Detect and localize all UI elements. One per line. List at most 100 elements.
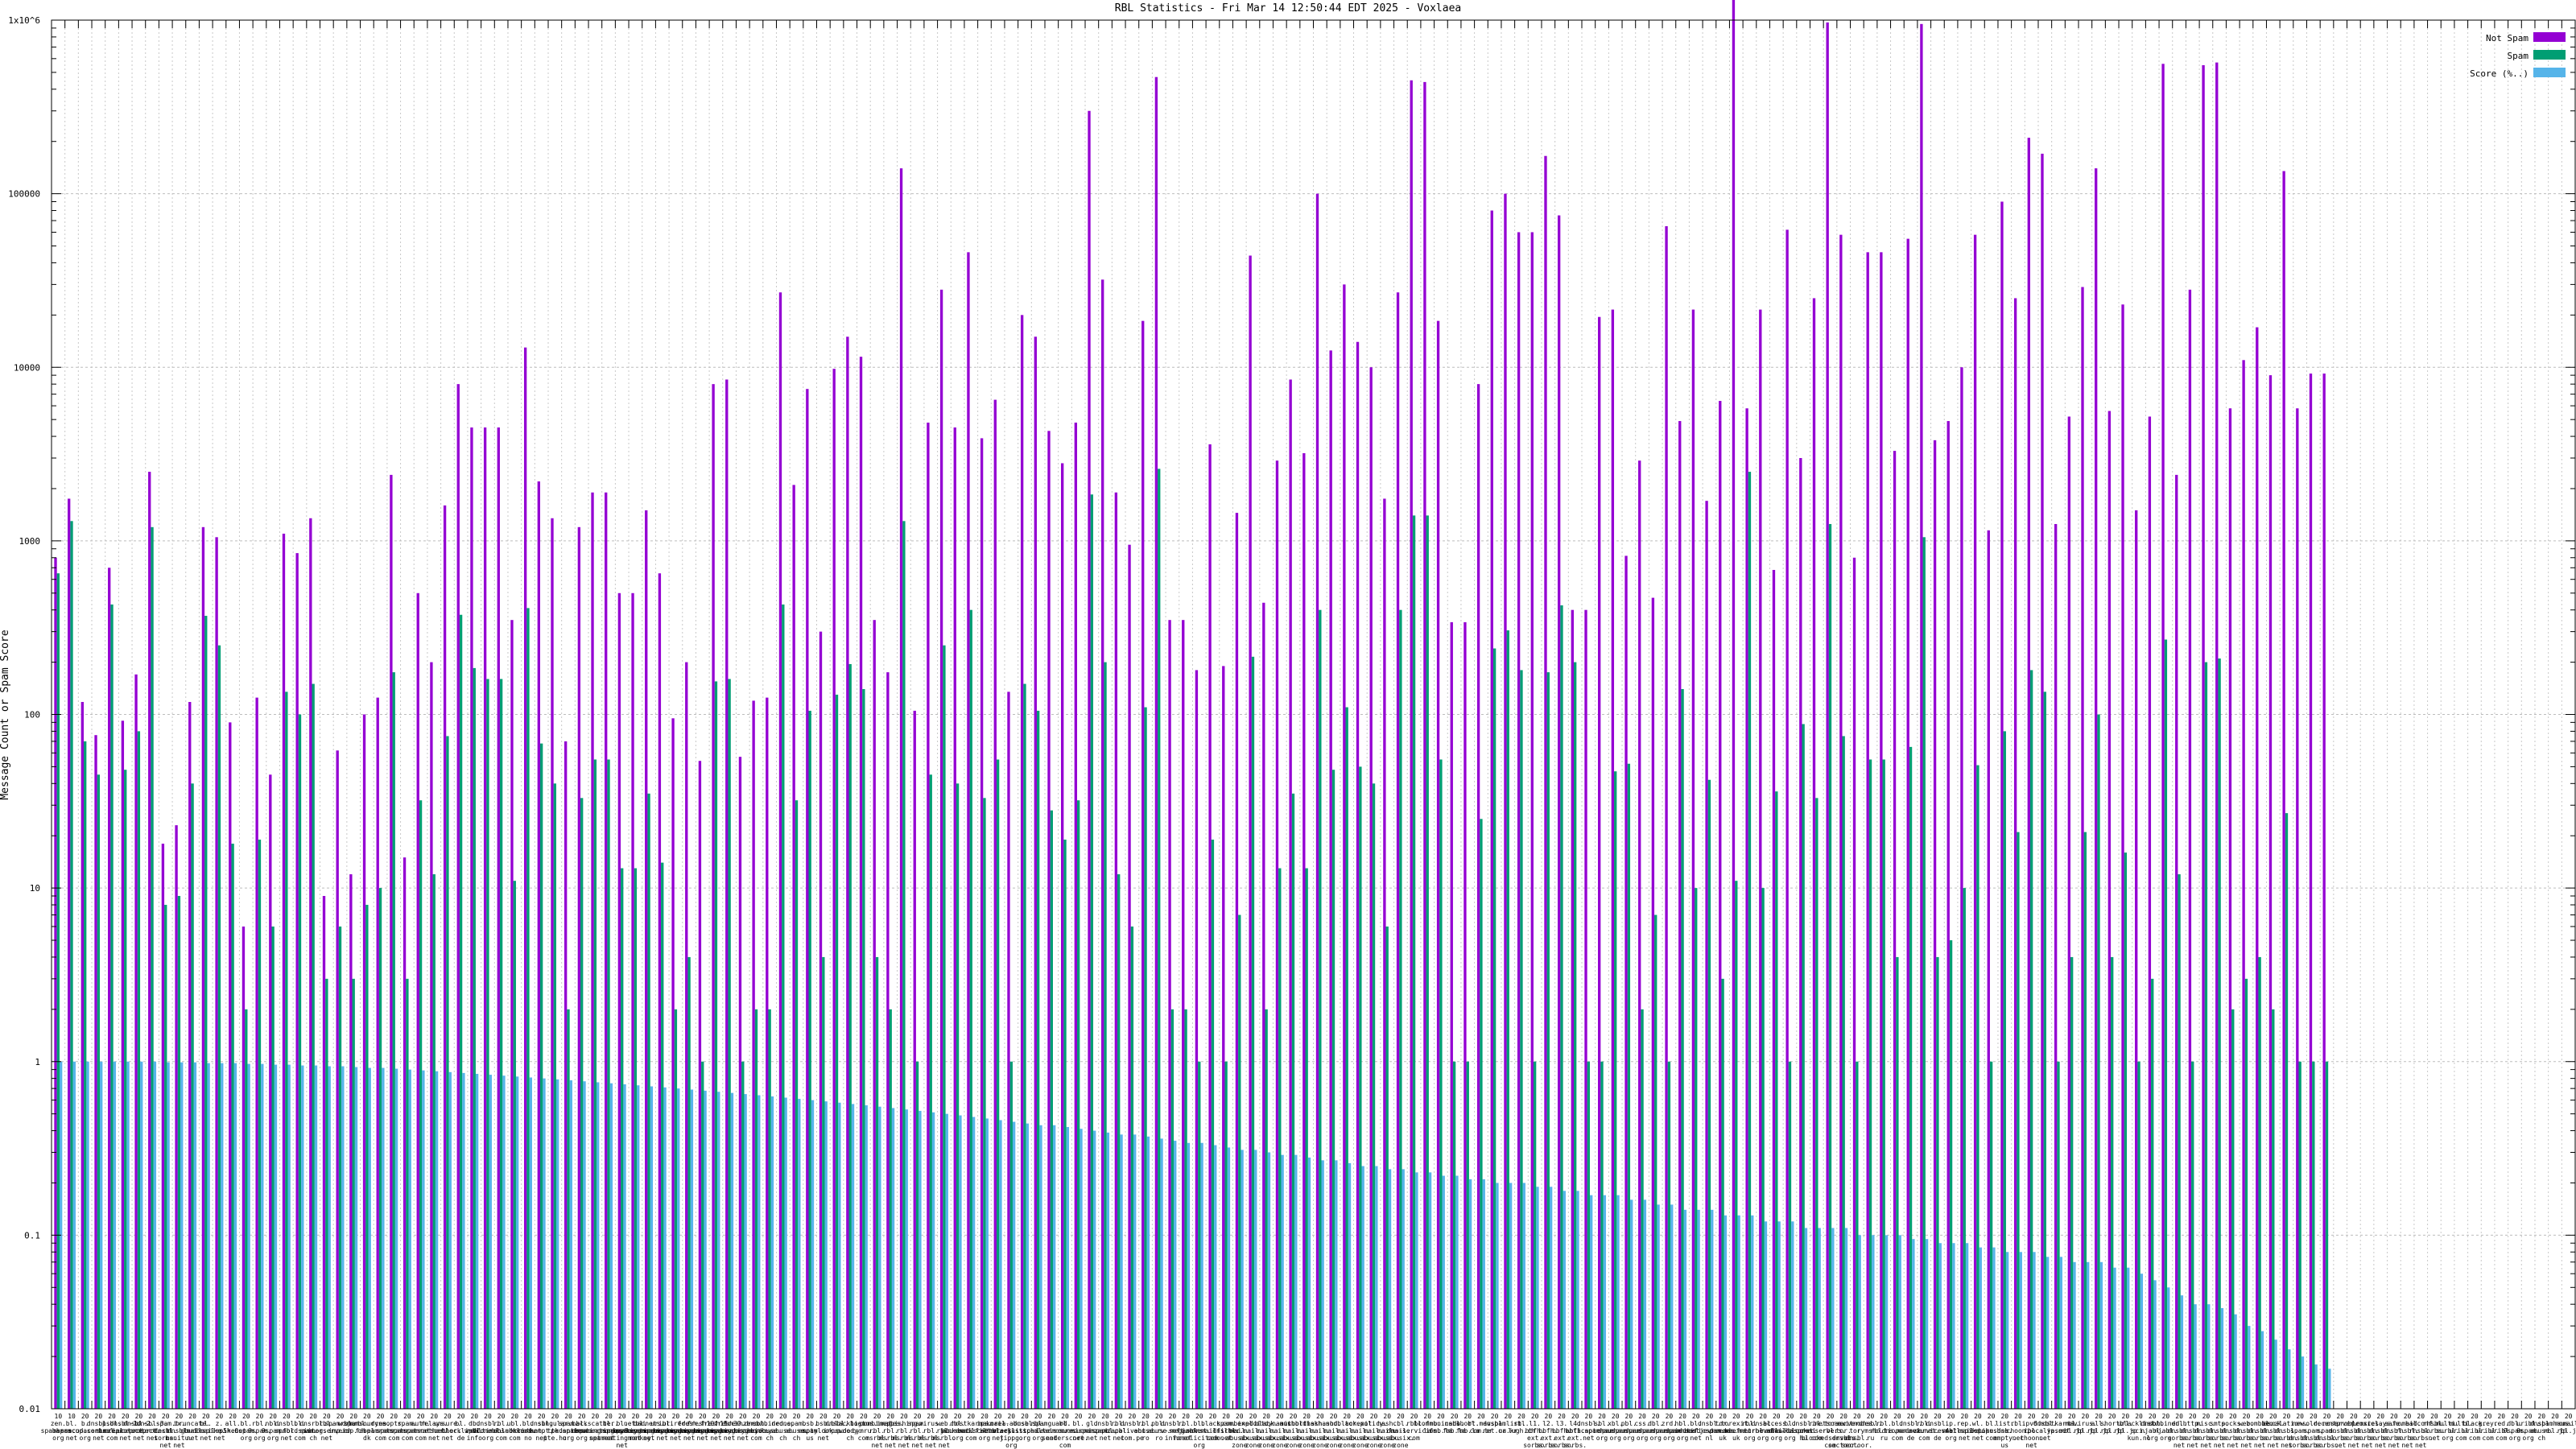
bar-score <box>1536 1187 1539 1409</box>
bar-score <box>354 1067 358 1409</box>
x-tick-label: 20 relays. dnsbl. sorbs. net <box>2367 1413 2394 1449</box>
y-tick-label: 10000 <box>14 362 40 373</box>
x-tick-label: 20 bl. ipv6. spameatingmonkey. net <box>589 1413 655 1449</box>
x-tick-label: 20 drone. abuse. ch <box>771 1413 795 1442</box>
bar-score <box>2301 1356 2305 1409</box>
bar-not-spam <box>1584 609 1587 1409</box>
x-tick-label: 20 fresh10. spameatingmonkey. net <box>670 1413 736 1442</box>
bar-spam <box>177 895 181 1409</box>
bar-score <box>1952 1243 1955 1409</box>
bar-spam <box>2218 658 2221 1409</box>
bar-not-spam <box>1289 379 1292 1410</box>
bar-not-spam <box>846 336 849 1410</box>
bar-not-spam <box>2095 168 2098 1409</box>
bar-not-spam <box>1611 309 1615 1409</box>
bar-spam <box>191 783 194 1409</box>
bar-spam <box>621 868 624 1409</box>
bar-spam <box>1439 759 1443 1409</box>
bar-not-spam <box>1638 460 1641 1409</box>
bar-not-spam <box>1839 234 1843 1409</box>
bar-spam <box>782 604 785 1409</box>
x-tick-label: 20 psbl. surriel. com <box>97 1413 128 1442</box>
x-tick-label: 20 torexit. mail. abusix. zone <box>1345 1413 1377 1449</box>
bar-score <box>1133 1134 1137 1409</box>
bar-score <box>1267 1152 1271 1409</box>
bar-score <box>1012 1121 1016 1409</box>
bar-spam <box>1265 1009 1268 1409</box>
bar-spam <box>151 526 154 1409</box>
x-tick-label: 20 freshzero. spameatingmonkey. net <box>710 1413 776 1442</box>
bar-not-spam <box>2256 327 2259 1409</box>
bar-not-spam <box>175 825 178 1409</box>
bar-score <box>1200 1142 1203 1409</box>
bar-score <box>2005 1252 2009 1409</box>
bar-score <box>1925 1239 1929 1409</box>
x-tick-label: 20 dul. dnsbl. sorbs. net <box>2168 1413 2191 1449</box>
bar-not-spam <box>1826 22 1829 1410</box>
bar-spam <box>929 774 932 1409</box>
bar-not-spam <box>2175 474 2178 1409</box>
bar-spam <box>701 1061 704 1409</box>
bar-not-spam <box>993 399 997 1409</box>
bar-not-spam <box>1262 602 1265 1409</box>
x-tick-label: 20 wl. mailspike. net <box>1959 1413 1997 1442</box>
x-tick-label: 20 korea. services. net <box>980 1413 1015 1442</box>
bar-not-spam <box>215 537 218 1409</box>
bar-score <box>1281 1154 1284 1409</box>
bar-score <box>2274 1340 2277 1409</box>
bar-spam <box>459 614 463 1409</box>
x-tick-label: 20 bl. worst. nosolicitado. org <box>1174 1413 1224 1449</box>
bar-spam <box>1412 515 1416 1409</box>
bar-score <box>758 1095 761 1409</box>
bar-score <box>865 1105 868 1409</box>
bar-score <box>1563 1191 1566 1409</box>
chart-title: RBL Statistics - Fri Mar 14 12:50:44 EDT… <box>1115 2 1461 14</box>
bar-spam <box>1345 707 1348 1409</box>
bar-score <box>435 1071 439 1409</box>
bar-spam <box>473 667 476 1409</box>
bar-score <box>1361 1166 1364 1409</box>
bar-spam <box>2312 1061 2315 1409</box>
bar-score <box>221 1063 224 1409</box>
bar-not-spam <box>1463 621 1467 1409</box>
x-tick-label: 20 zombie. dnsbl. sorbs. net <box>2246 1413 2273 1449</box>
x-tick-label: 20 bl. suomispam. net <box>1059 1413 1098 1442</box>
bar-spam <box>1036 710 1040 1409</box>
bar-spam <box>1158 469 1161 1409</box>
bar-spam <box>580 798 584 1409</box>
bar-not-spam <box>792 485 795 1409</box>
bar-spam <box>1909 746 1913 1409</box>
x-tick-label: 20 dnsbl. beetjevreemd. nl <box>1684 1413 1735 1442</box>
x-tick-label: 20 grey. uribl. com <box>2476 1413 2500 1442</box>
bar-spam <box>728 679 731 1409</box>
bar-spam <box>1868 759 1872 1409</box>
bar-not-spam <box>483 427 487 1409</box>
bar-not-spam <box>443 505 447 1410</box>
x-tick-label: 20 spam. dnsbl. sorbs. net <box>154 1413 177 1449</box>
x-tick-label: 20 backscatter. spameatingmonkey. net <box>562 1413 628 1442</box>
bar-spam <box>1735 881 1738 1409</box>
bar-spam <box>1707 779 1711 1409</box>
bar-not-spam <box>1759 309 1762 1409</box>
bar-score <box>1711 1209 1714 1409</box>
x-tick-label: 20 rbl. schulte. org <box>1022 1413 1054 1442</box>
bar-score <box>717 1092 720 1409</box>
bar-score <box>744 1094 747 1409</box>
x-tick-label: 20 new. spam. dnsbl. sorbs. <box>2289 1413 2312 1449</box>
bar-score <box>985 1118 989 1409</box>
bar-score <box>1455 1175 1459 1409</box>
bar-spam <box>1963 888 1966 1409</box>
bar-score <box>1335 1160 1338 1409</box>
x-tick-label: 20 dnsbl-2. uceprotect. net <box>118 1413 160 1442</box>
bar-not-spam <box>725 379 729 1410</box>
bar-score <box>1066 1126 1070 1409</box>
bar-score <box>784 1097 787 1409</box>
bar-spam <box>2111 956 2114 1409</box>
bar-score <box>2260 1331 2264 1409</box>
x-tick-label: 20 escalations. dnsbl. sorbs. net <box>2264 1413 2310 1449</box>
bar-score <box>690 1089 694 1409</box>
bar-score <box>811 1100 815 1409</box>
bar-not-spam <box>1517 232 1521 1409</box>
bar-not-spam <box>1168 620 1171 1409</box>
bar-not-spam <box>1423 81 1426 1410</box>
